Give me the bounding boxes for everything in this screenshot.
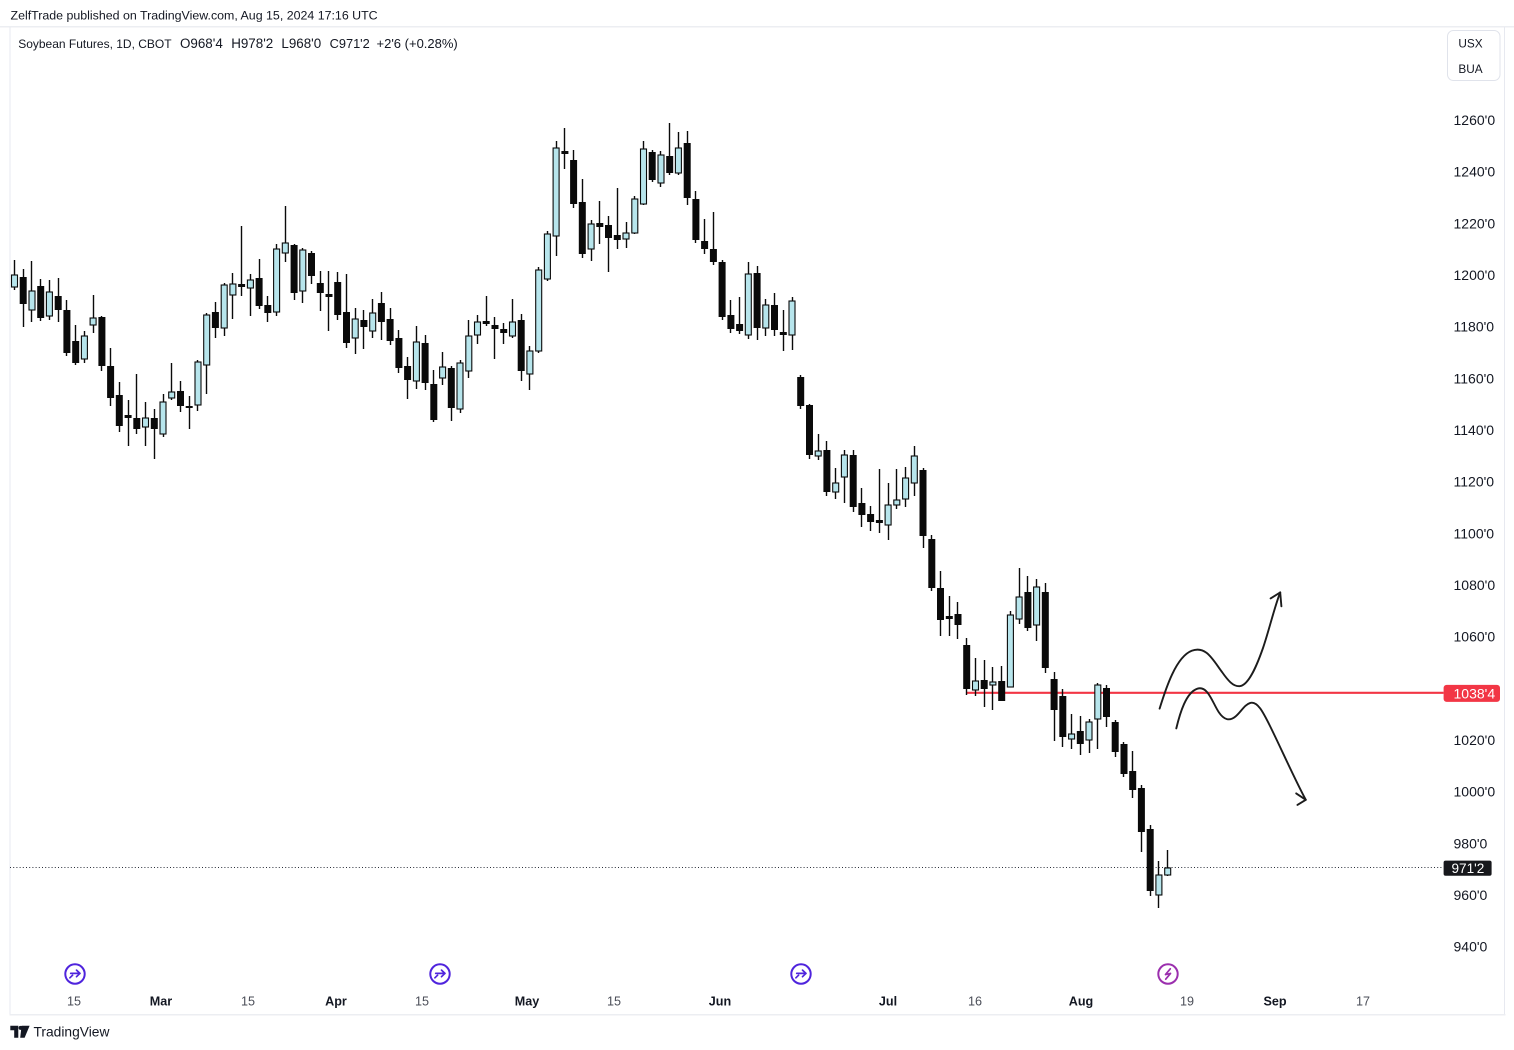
svg-text:Sep: Sep <box>1263 995 1286 1009</box>
svg-text:1120'0: 1120'0 <box>1454 474 1495 490</box>
svg-text:BUA: BUA <box>1458 62 1482 76</box>
svg-text:O968'4: O968'4 <box>180 36 223 51</box>
svg-text:Apr: Apr <box>325 995 347 1009</box>
svg-text:960'0: 960'0 <box>1454 887 1488 903</box>
svg-text:1060'0: 1060'0 <box>1454 629 1496 645</box>
svg-text:1140'0: 1140'0 <box>1454 422 1495 438</box>
svg-text:1080'0: 1080'0 <box>1454 577 1496 593</box>
svg-text:1180'0: 1180'0 <box>1454 319 1495 335</box>
svg-text:971'2: 971'2 <box>1452 861 1485 876</box>
svg-text:1020'0: 1020'0 <box>1454 732 1496 748</box>
svg-text:C971'2: C971'2 <box>330 36 370 51</box>
svg-text:15: 15 <box>241 995 255 1009</box>
svg-text:19: 19 <box>1180 995 1194 1009</box>
svg-text:L968'0: L968'0 <box>281 36 321 51</box>
svg-text:15: 15 <box>67 995 81 1009</box>
svg-text:May: May <box>515 995 540 1009</box>
svg-text:Aug: Aug <box>1069 995 1093 1009</box>
svg-text:1240'0: 1240'0 <box>1454 164 1496 180</box>
svg-text:17: 17 <box>1356 995 1370 1009</box>
svg-text:1160'0: 1160'0 <box>1454 370 1495 386</box>
svg-text:1100'0: 1100'0 <box>1454 525 1495 541</box>
svg-text:16: 16 <box>968 995 982 1009</box>
svg-text:Mar: Mar <box>150 995 172 1009</box>
svg-text:940'0: 940'0 <box>1454 939 1488 955</box>
svg-text:ZelfTrade published on Trading: ZelfTrade published on TradingView.com, … <box>11 9 378 23</box>
svg-text:1200'0: 1200'0 <box>1454 267 1496 283</box>
svg-text:Jun: Jun <box>709 995 731 1009</box>
svg-text:15: 15 <box>607 995 621 1009</box>
svg-text:TradingView: TradingView <box>34 1024 110 1039</box>
svg-text:H978'2: H978'2 <box>231 36 273 51</box>
svg-text:15: 15 <box>415 995 429 1009</box>
svg-text:Jul: Jul <box>879 995 897 1009</box>
svg-text:1260'0: 1260'0 <box>1454 112 1496 128</box>
svg-text:Soybean Futures, 1D, CBOT: Soybean Futures, 1D, CBOT <box>18 37 172 51</box>
svg-text:+2'6 (+0.28%): +2'6 (+0.28%) <box>377 36 458 51</box>
svg-text:1000'0: 1000'0 <box>1454 784 1496 800</box>
svg-text:USX: USX <box>1458 37 1482 51</box>
svg-text:1038'4: 1038'4 <box>1454 685 1496 701</box>
svg-text:1220'0: 1220'0 <box>1454 215 1496 231</box>
svg-text:980'0: 980'0 <box>1454 835 1488 851</box>
